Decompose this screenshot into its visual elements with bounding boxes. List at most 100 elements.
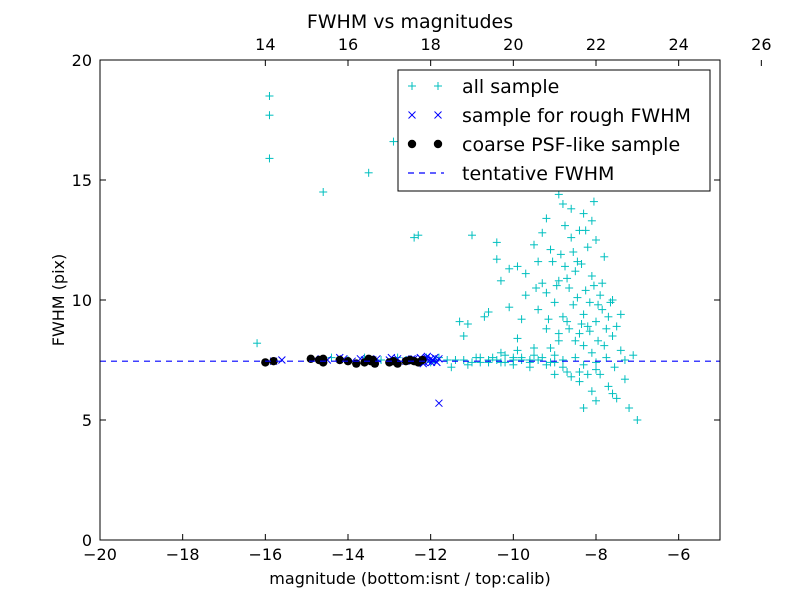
- data-point-s0: [542, 360, 551, 369]
- data-point-s0: [583, 243, 592, 252]
- y-tick-label: 15: [72, 171, 92, 190]
- legend-label-all-sample: all sample: [462, 76, 559, 98]
- legend: all sample sample for rough FWHM coarse …: [397, 69, 711, 192]
- data-point-s0: [265, 154, 274, 163]
- data-point-s0: [579, 360, 588, 369]
- data-point-s1: [427, 358, 436, 367]
- legend-label-psf-like: coarse PSF-like sample: [462, 134, 680, 156]
- data-point-s2: [418, 355, 427, 365]
- data-point-s0: [552, 281, 561, 290]
- data-point-s0: [616, 310, 625, 319]
- legend-marker-rough-fwhm: [408, 111, 442, 119]
- data-point-s0: [592, 396, 600, 405]
- data-point-s0: [629, 351, 638, 360]
- legend-point: [434, 82, 442, 90]
- data-point-s0: [530, 240, 538, 249]
- x-axis-label: magnitude (bottom:isnt / top:calib): [269, 569, 550, 588]
- y-tick-label: 0: [82, 531, 92, 550]
- data-point-s0: [554, 190, 563, 199]
- top-tick-label: 16: [338, 35, 358, 54]
- data-point-s0: [484, 308, 493, 316]
- legend-box: [397, 69, 711, 192]
- data-point-s0: [587, 272, 596, 280]
- data-point-s0: [558, 363, 567, 372]
- legend-marker-all-sample: [408, 82, 442, 90]
- data-point-s0: [592, 317, 600, 326]
- data-point-s0: [554, 336, 563, 345]
- x-tick-label: −6: [667, 545, 691, 564]
- data-point-s0: [579, 404, 588, 412]
- data-point-s0: [569, 300, 578, 309]
- data-point-s0: [602, 324, 611, 333]
- data-point-s0: [598, 305, 607, 314]
- data-point-s2: [269, 357, 278, 366]
- data-point-s2: [401, 357, 411, 366]
- data-point-s0: [589, 281, 598, 290]
- data-point-s0: [575, 368, 584, 376]
- top-tick-label: 20: [503, 35, 523, 54]
- data-point-s0: [587, 387, 596, 396]
- data-point-s0: [567, 233, 576, 242]
- data-point-s0: [571, 353, 580, 362]
- data-point-s0: [579, 310, 588, 319]
- data-point-s0: [484, 358, 493, 367]
- data-point-s0: [488, 353, 497, 362]
- data-point-s0: [600, 341, 609, 350]
- data-point-s0: [550, 358, 559, 367]
- data-point-s0: [600, 252, 609, 261]
- data-point-s0: [558, 312, 567, 321]
- data-point-s0: [575, 329, 584, 338]
- data-point-s0: [532, 284, 541, 292]
- data-point-s0: [459, 356, 468, 364]
- data-point-s0: [534, 305, 543, 314]
- data-point-s0: [573, 293, 582, 302]
- data-point-s1: [435, 399, 443, 408]
- data-point-s0: [579, 341, 588, 350]
- legend-marker-psf-like: [407, 139, 443, 149]
- data-point-s0: [616, 346, 625, 355]
- data-point-s0: [558, 356, 567, 364]
- data-point-s0: [563, 274, 572, 283]
- data-point-s0: [583, 322, 592, 331]
- data-point-s0: [521, 269, 530, 278]
- data-point-s0: [517, 356, 526, 364]
- plot-points: [253, 72, 642, 424]
- data-point-s0: [496, 348, 505, 357]
- x-tick-label: −14: [331, 545, 365, 564]
- data-point-s0: [633, 416, 642, 424]
- data-point-s0: [538, 353, 547, 362]
- data-point-s0: [463, 360, 472, 369]
- legend-point: [433, 139, 443, 149]
- data-point-s0: [463, 320, 472, 328]
- legend-label-rough-fwhm: sample for rough FWHM: [462, 105, 691, 127]
- legend-point: [408, 111, 416, 119]
- data-point-s0: [505, 303, 514, 312]
- data-point-s0: [501, 358, 510, 367]
- data-point-s0: [569, 248, 578, 256]
- data-point-s0: [620, 356, 629, 364]
- data-point-s0: [563, 368, 572, 376]
- data-point-s0: [577, 320, 586, 328]
- data-point-s0: [565, 284, 574, 292]
- data-point-s0: [496, 276, 505, 285]
- data-point-s0: [585, 298, 594, 307]
- data-point-s0: [610, 363, 619, 372]
- data-point-s0: [592, 236, 600, 244]
- data-point-s0: [389, 137, 398, 146]
- data-point-s0: [606, 298, 615, 307]
- data-point-s0: [577, 260, 586, 268]
- data-point-s0: [589, 197, 598, 206]
- data-point-s0: [592, 358, 600, 367]
- data-point-s0: [451, 356, 460, 364]
- data-point-s0: [414, 231, 423, 240]
- y-axis-label: FWHM (pix): [49, 254, 68, 347]
- data-point-s0: [410, 233, 419, 242]
- data-point-s0: [612, 322, 621, 331]
- data-point-s0: [598, 279, 607, 288]
- data-point-s0: [604, 312, 613, 321]
- data-point-s0: [521, 291, 530, 300]
- data-point-s0: [517, 315, 526, 324]
- data-point-s0: [492, 238, 501, 247]
- data-point-s0: [550, 351, 559, 360]
- data-point-s0: [544, 315, 553, 324]
